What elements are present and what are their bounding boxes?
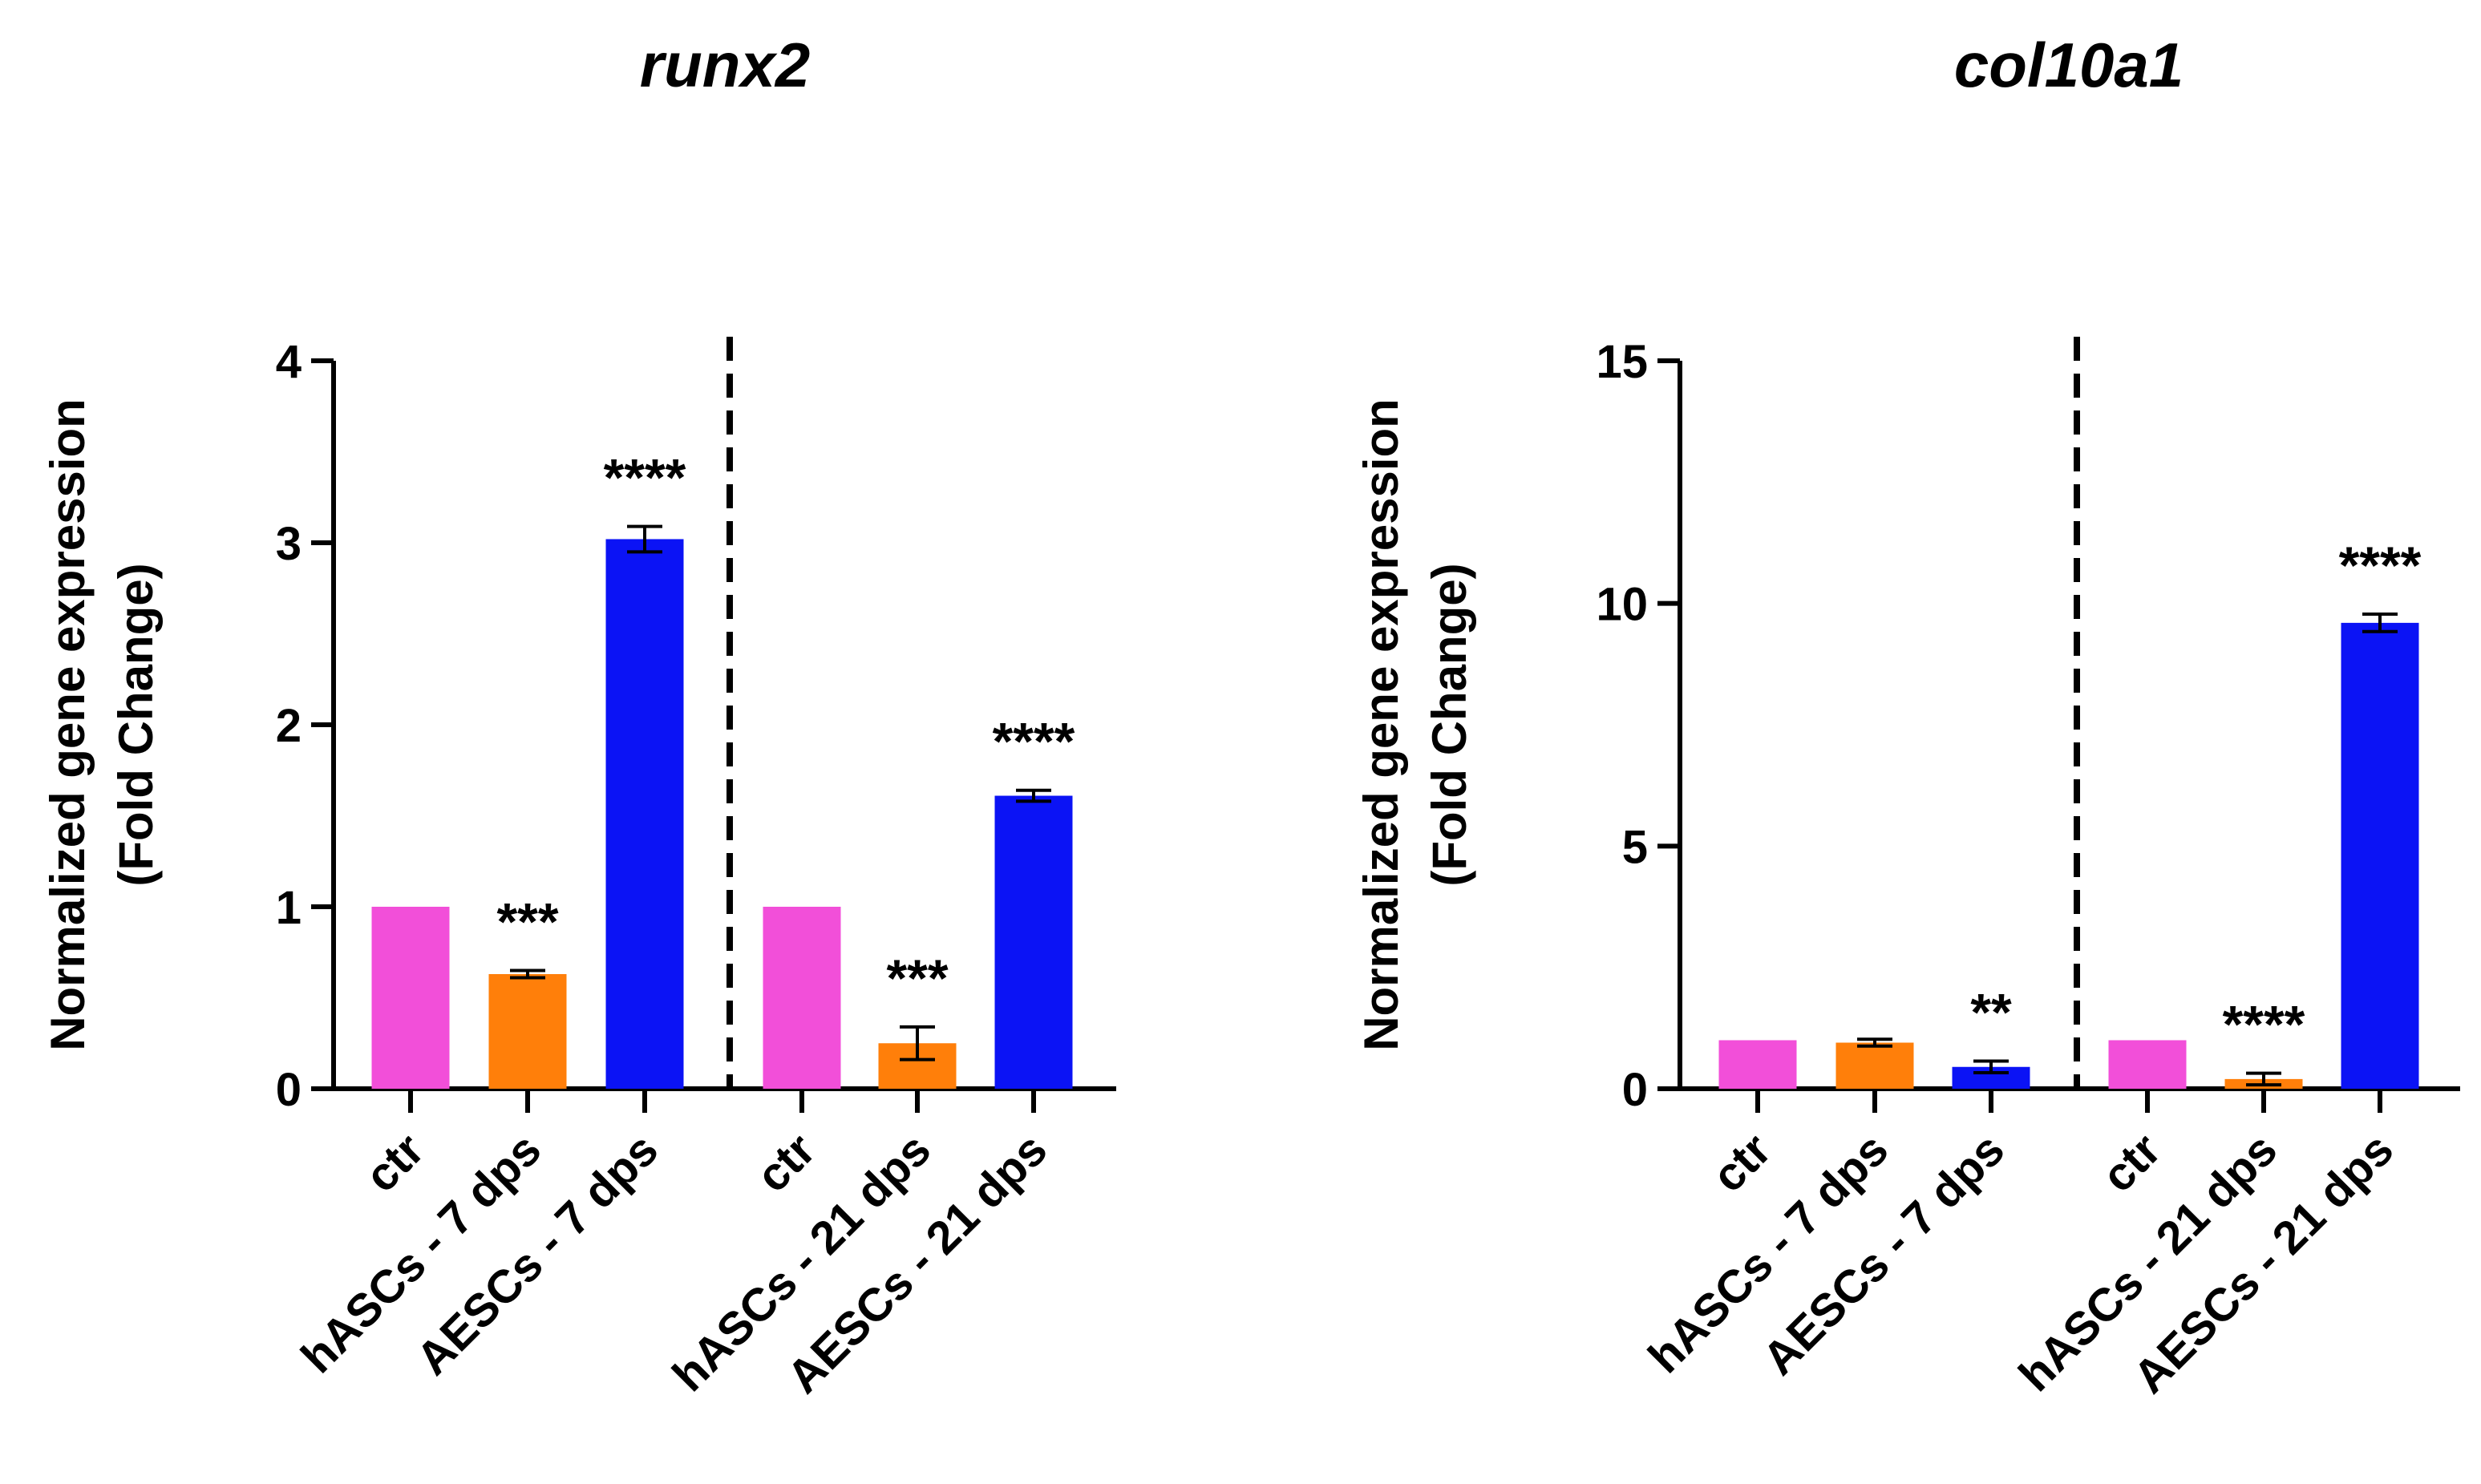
x-tick-label: ctr (747, 1123, 825, 1202)
y-axis-label-line2: (Fold Change) (1423, 563, 1476, 886)
bar (371, 907, 450, 1089)
significance-label: ** (1970, 982, 2012, 1041)
chart-panel-2: col10a1 Normalized gene expression (Fold C… (1354, 30, 2460, 1403)
chart-title: runx2 (640, 30, 810, 100)
bar (763, 907, 841, 1089)
significance-label: *** (886, 948, 948, 1008)
bar (2341, 622, 2419, 1089)
significance-label: **** (993, 712, 1075, 771)
bar (1835, 1042, 1914, 1089)
bar (994, 795, 1073, 1089)
bar (2108, 1040, 2187, 1089)
y-tick-label: 2 (276, 700, 302, 752)
y-axis-label-line1: Normalized gene expression (1354, 398, 1408, 1051)
y-tick-label: 1 (276, 882, 302, 934)
x-tick-label: ctr (355, 1123, 434, 1202)
y-tick-label: 10 (1596, 579, 1648, 631)
y-tick-label: 5 (1622, 821, 1648, 873)
y-tick-label: 0 (276, 1064, 302, 1116)
y-axis-label-line1: Normalized gene expression (41, 398, 95, 1051)
bar (1718, 1040, 1797, 1089)
bar (605, 539, 684, 1089)
significance-label: **** (2223, 995, 2305, 1054)
x-tick-label: ctr (2092, 1123, 2171, 1202)
significance-label: *** (496, 892, 558, 951)
chart-panel-1: runx2 Normalized gene expression (Fold Cha… (41, 30, 1116, 1403)
y-axis-label-line2: (Fold Change) (109, 563, 163, 886)
chart-title: col10a1 (1954, 30, 2184, 100)
y-tick-label: 0 (1622, 1064, 1648, 1116)
y-tick-label: 15 (1596, 336, 1648, 388)
y-tick-label: 4 (276, 336, 302, 388)
y-tick-label: 3 (276, 518, 302, 570)
x-tick-label: ctr (1702, 1123, 1781, 1202)
significance-label: **** (2339, 536, 2422, 595)
y-axis-label: Normalized gene expression (Fold Change) (1354, 398, 1476, 1051)
y-axis-label: Normalized gene expression (Fold Change) (41, 398, 163, 1051)
bar (488, 973, 567, 1089)
significance-label: **** (604, 448, 686, 507)
